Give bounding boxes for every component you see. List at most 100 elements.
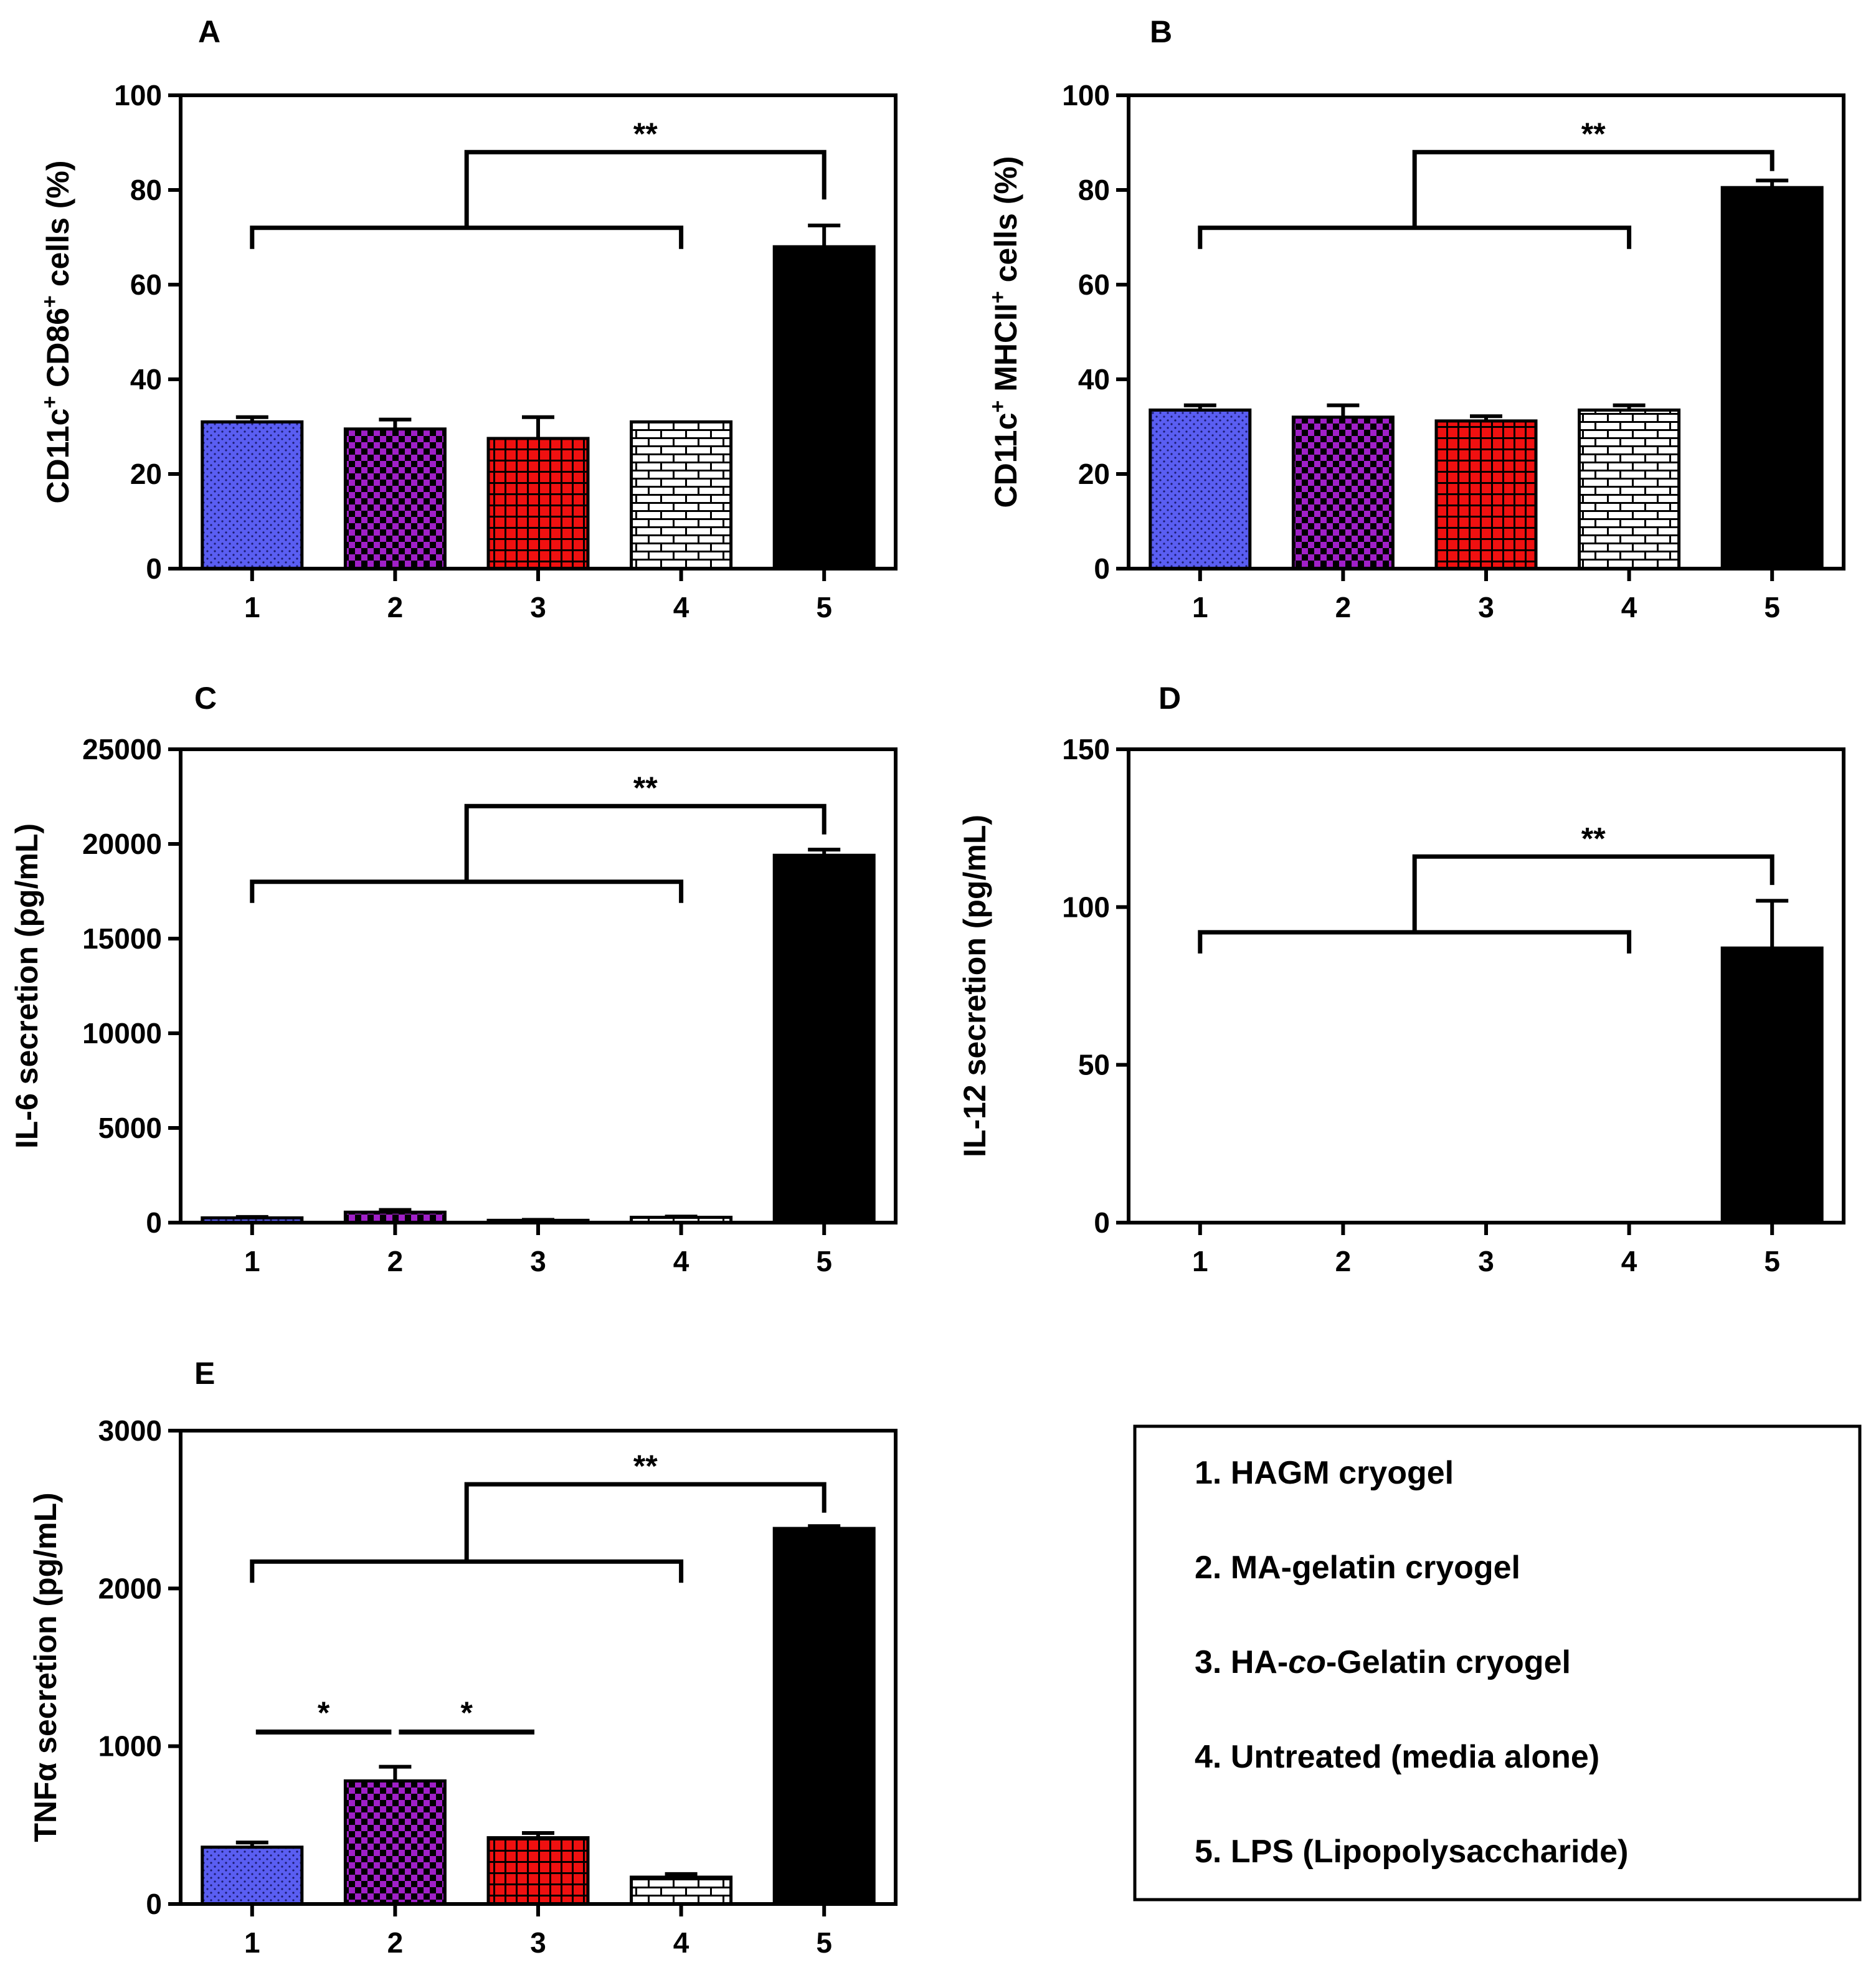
x-tick-label: 2 [387, 591, 404, 623]
bar-3 [486, 437, 590, 571]
bar-1 [201, 1845, 304, 1906]
bar-1 [1149, 408, 1252, 571]
panel-a: A 0 20 40 60 80 100 1 2 3 4 5 CD11c+ CD86+ cells (%)… [38, 14, 898, 623]
x-tick-label: 3 [530, 591, 546, 623]
y-tick-label: 10000 [82, 1017, 162, 1049]
bar-4 [1578, 408, 1681, 571]
y-tick-label: 80 [130, 174, 162, 206]
significance-bracket [250, 1482, 827, 1583]
panel-letter: D [1158, 681, 1181, 716]
y-tick-label: 80 [1078, 174, 1110, 206]
panel-c: C 0 5000 10000 15000 20000 25000 1 2 3 4 5 IL-6 secr… [9, 681, 898, 1277]
y-tick-label: 40 [1078, 363, 1110, 395]
x-tick-label: 5 [816, 591, 832, 623]
significance-label: * [460, 1695, 473, 1730]
panel-letter: A [198, 14, 220, 49]
x-tick-label: 3 [530, 1245, 546, 1277]
bar-5 [772, 853, 876, 1224]
bar-1 [201, 420, 304, 571]
bar-3 [1434, 419, 1538, 571]
x-tick-label: 5 [1764, 591, 1780, 623]
x-tick-label: 3 [530, 1926, 546, 1959]
bar-4 [630, 1875, 733, 1906]
bar-2 [343, 427, 447, 571]
y-tick-label: 2000 [98, 1572, 162, 1604]
y-tick-label: 20000 [82, 828, 162, 860]
y-tick-label: 60 [1078, 268, 1110, 301]
y-tick-label: 0 [1094, 552, 1110, 585]
significance-label: ** [1581, 116, 1606, 151]
y-tick-label: 20 [130, 458, 162, 490]
x-tick-label: 4 [673, 591, 689, 623]
y-tick-label: 100 [1062, 79, 1110, 111]
x-tick-label: 2 [1335, 1245, 1352, 1277]
x-tick-label: 1 [1192, 1245, 1208, 1277]
y-tick-label: 5000 [98, 1112, 162, 1144]
x-tick-label: 5 [816, 1245, 832, 1277]
significance-bracket [250, 803, 827, 903]
bar-4 [630, 420, 733, 571]
significance-label: ** [1581, 821, 1606, 856]
legend-item-5: 5. LPS (Lipopolysaccharide) [1195, 1834, 1628, 1870]
x-tick-label: 2 [1335, 591, 1352, 623]
x-tick-label: 3 [1478, 1245, 1494, 1277]
panel-letter: C [194, 681, 217, 716]
y-tick-label: 40 [130, 363, 162, 395]
bar-5 [1720, 946, 1824, 1224]
significance-bracket [250, 149, 827, 249]
panel-letter: E [194, 1356, 215, 1391]
panel-e: E 0 1000 2000 3000 1 2 3 4 5 TNFα secretion (pg/mL… [28, 1356, 898, 1959]
y-axis-title: CD11c+ MHCII+ cells (%) [986, 156, 1023, 508]
legend: 1. HAGM cryogel 2. MA-gelatin cryogel 3.… [1133, 1424, 1862, 1902]
y-axis-title: CD11c+ CD86+ cells (%) [38, 160, 75, 503]
bar-5 [772, 245, 876, 571]
y-tick-label: 25000 [82, 733, 162, 765]
legend-item-4: 4. Untreated (media alone) [1195, 1739, 1599, 1775]
x-tick-label: 4 [1621, 591, 1637, 623]
x-tick-label: 4 [1621, 1245, 1637, 1277]
significance-label: ** [633, 116, 658, 151]
bar-5 [1720, 186, 1824, 571]
x-tick-label: 1 [1192, 591, 1208, 623]
significance-bracket [1198, 149, 1774, 249]
significance-bracket [1198, 854, 1774, 954]
significance-label: * [318, 1695, 330, 1730]
x-tick-label: 1 [244, 1245, 260, 1277]
y-axis-title: IL-12 secretion (pg/mL) [957, 815, 992, 1157]
legend-item-3: 3. HA-co-Gelatin cryogel [1195, 1644, 1571, 1680]
y-tick-label: 20 [1078, 458, 1110, 490]
bar-3 [486, 1836, 590, 1906]
bar-5 [772, 1527, 876, 1906]
legend-item-2: 2. MA-gelatin cryogel [1195, 1550, 1520, 1586]
x-tick-label: 5 [816, 1926, 832, 1959]
y-axis-title: IL-6 secretion (pg/mL) [9, 823, 44, 1149]
y-tick-label: 1000 [98, 1730, 162, 1763]
x-tick-label: 4 [673, 1926, 689, 1959]
x-tick-label: 2 [387, 1245, 404, 1277]
y-tick-label: 150 [1062, 733, 1110, 765]
legend-item-1: 1. HAGM cryogel [1195, 1455, 1454, 1491]
y-tick-label: 0 [146, 552, 162, 585]
y-tick-label: 50 [1078, 1049, 1110, 1081]
y-axis-title: TNFα secretion (pg/mL) [28, 1492, 63, 1842]
y-tick-label: 0 [1094, 1206, 1110, 1239]
significance-label: ** [633, 770, 658, 805]
panel-letter: B [1150, 14, 1172, 49]
panel-d: D 0 50 100 150 1 2 3 4 5 IL-12 secretion (pg/mL) ** [957, 681, 1845, 1277]
y-tick-label: 0 [146, 1888, 162, 1920]
y-tick-label: 0 [146, 1206, 162, 1239]
x-tick-label: 2 [387, 1926, 404, 1959]
x-tick-label: 3 [1478, 591, 1494, 623]
y-tick-label: 100 [114, 79, 162, 111]
legend-box [1133, 1424, 1862, 1902]
y-tick-label: 3000 [98, 1414, 162, 1447]
x-tick-label: 1 [244, 1926, 260, 1959]
y-tick-label: 100 [1062, 891, 1110, 923]
y-tick-label: 60 [130, 268, 162, 301]
significance-label: ** [633, 1449, 658, 1484]
bar-2 [343, 1779, 447, 1906]
x-tick-label: 1 [244, 591, 260, 623]
x-tick-label: 5 [1764, 1245, 1780, 1277]
x-tick-label: 4 [673, 1245, 689, 1277]
